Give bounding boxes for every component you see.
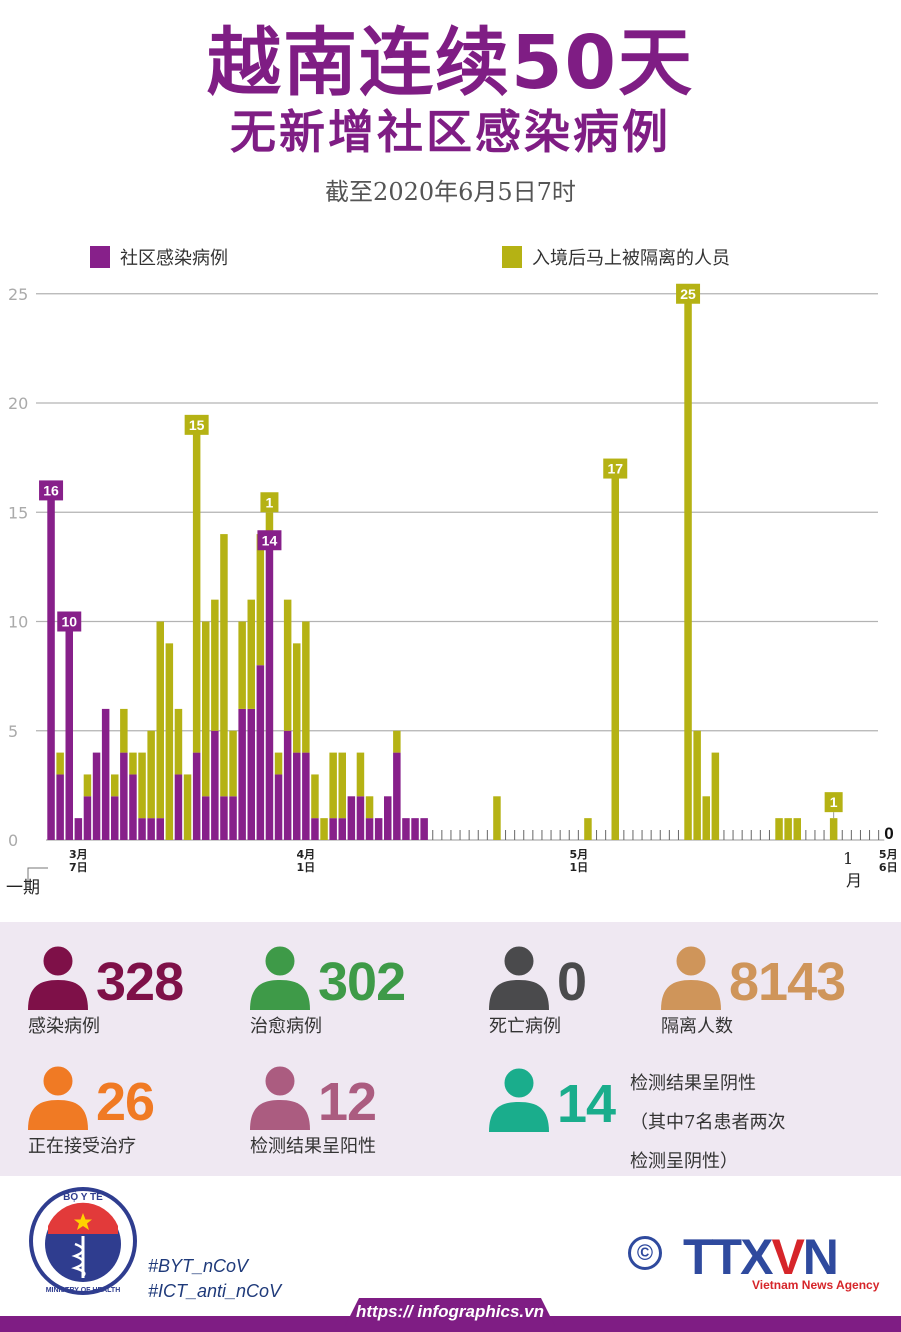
- svg-text:5月: 5月: [570, 848, 589, 861]
- stat-label: 隔离人数: [661, 1016, 733, 1037]
- svg-text:16: 16: [43, 482, 59, 498]
- svg-text:10: 10: [8, 613, 28, 632]
- website-link[interactable]: https:// infographics.vn: [345, 1298, 555, 1326]
- stat-value: 8143: [729, 952, 846, 1012]
- svg-text:1日: 1日: [570, 861, 589, 874]
- svg-text:月: 月: [846, 871, 862, 890]
- svg-text:1: 1: [266, 494, 274, 510]
- svg-text:4月: 4月: [297, 848, 316, 861]
- stat-label: 检测结果呈阳性: [250, 1136, 376, 1157]
- negative-note-line2: （其中7名患者两次: [630, 1112, 786, 1133]
- stat-quarantined: 8143: [659, 944, 846, 1012]
- stat-recovered: 302: [248, 944, 406, 1012]
- svg-text:25: 25: [8, 285, 28, 304]
- svg-text:14: 14: [262, 532, 278, 548]
- svg-text:15: 15: [189, 417, 205, 433]
- svg-text:3月: 3月: [69, 848, 88, 861]
- svg-text:1: 1: [830, 794, 838, 810]
- legend-label: 入境后马上被隔离的人员: [532, 248, 730, 269]
- logo-part: TTX: [683, 1229, 773, 1285]
- svg-text:0: 0: [8, 831, 18, 850]
- stat-negative: 14: [487, 1066, 616, 1134]
- svg-text:17: 17: [607, 461, 623, 477]
- stat-value: 0: [557, 952, 587, 1012]
- person-icon: [28, 944, 88, 1010]
- stat-positive: 12: [248, 1064, 377, 1132]
- ttxvn-logo: TTXVN: [683, 1229, 839, 1285]
- svg-text:一期: 一期: [6, 878, 40, 898]
- legend-swatch-quarantined: [502, 246, 522, 268]
- cases-bar-chart: 0 5 10 15 20 25 16 10 15 1 14 17 25 1 0 3月 7日 4月 1日 5月 1日 5月 6…: [0, 280, 901, 900]
- agency-name: Vietnam News Agency: [752, 1278, 880, 1292]
- svg-text:7日: 7日: [69, 861, 88, 874]
- stat-value: 328: [96, 952, 184, 1012]
- person-icon: [489, 944, 549, 1010]
- svg-text:0: 0: [884, 824, 893, 843]
- stat-label: 正在接受治疗: [28, 1136, 136, 1157]
- stat-label: 治愈病例: [250, 1016, 322, 1037]
- svg-text:5: 5: [8, 722, 18, 741]
- negative-note-line3: 检测呈阴性）: [630, 1151, 738, 1172]
- legend-label: 社区感染病例: [120, 248, 228, 269]
- page-title: 越南连续50天: [207, 20, 694, 106]
- svg-text:20: 20: [8, 394, 28, 413]
- person-icon: [250, 944, 310, 1010]
- logo-part: V: [771, 1229, 804, 1285]
- stat-under-treatment: 26: [26, 1064, 155, 1132]
- person-icon: [661, 944, 721, 1010]
- hashtag-byt: #BYT_nCoV: [148, 1256, 249, 1276]
- svg-text:25: 25: [680, 286, 696, 302]
- copyright-icon: ©: [628, 1236, 662, 1270]
- as-of-date: 截至2020年6月5日7时: [325, 178, 576, 206]
- person-icon: [489, 1066, 549, 1132]
- stat-value: 14: [557, 1074, 616, 1134]
- page-subtitle-headline: 无新增社区感染病例: [230, 105, 671, 159]
- stats-panel: [0, 922, 901, 1176]
- stat-value: 26: [96, 1072, 155, 1132]
- svg-text:10: 10: [61, 614, 77, 630]
- stat-value: 302: [318, 952, 406, 1012]
- svg-text:BỘ Y TẾ: BỘ Y TẾ: [63, 1190, 103, 1203]
- svg-text:1: 1: [843, 849, 853, 868]
- stat-infected: 328: [26, 944, 184, 1012]
- legend-community: 社区感染病例: [90, 244, 228, 270]
- chart-canvas: 05101520251610151141725103月7日4月1日5月1日5月6…: [6, 283, 898, 898]
- stat-deaths: 0: [487, 944, 587, 1012]
- negative-note-line1: 检测结果呈阴性: [630, 1073, 756, 1094]
- legend-swatch-community: [90, 246, 110, 268]
- ministry-of-health-logo: BỘ Y TẾ MINISTRY OF HEALTH: [29, 1187, 137, 1295]
- svg-text:1日: 1日: [297, 861, 316, 874]
- svg-text:6日: 6日: [879, 861, 898, 874]
- stat-value: 12: [318, 1072, 377, 1132]
- stat-label: 死亡病例: [489, 1016, 561, 1037]
- stat-label: 感染病例: [28, 1016, 100, 1037]
- hashtag-ict: #ICT_anti_nCoV: [148, 1281, 282, 1301]
- legend-quarantined: 入境后马上被隔离的人员: [502, 244, 730, 270]
- person-icon: [28, 1064, 88, 1130]
- person-icon: [250, 1064, 310, 1130]
- svg-text:5月: 5月: [879, 848, 898, 861]
- logo-part: N: [802, 1229, 839, 1285]
- svg-text:MINISTRY OF HEALTH: MINISTRY OF HEALTH: [46, 1287, 121, 1294]
- svg-text:15: 15: [8, 503, 28, 522]
